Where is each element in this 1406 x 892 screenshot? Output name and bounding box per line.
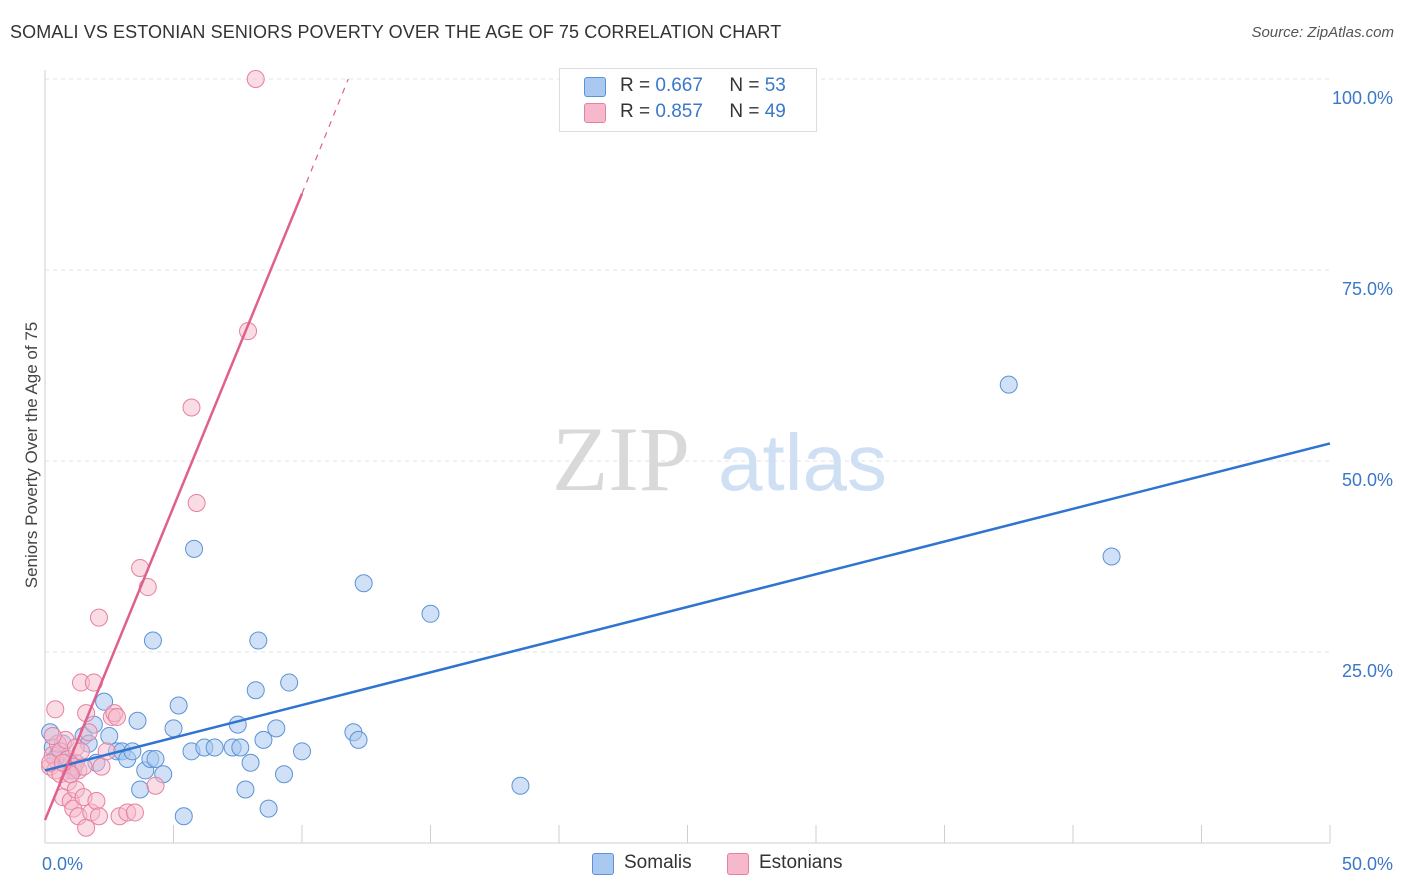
estonian-point <box>187 494 206 513</box>
somali-point <box>236 780 255 799</box>
legend-swatch-somalis <box>584 77 606 97</box>
y-tick-label: 50.0% <box>1342 470 1393 490</box>
somali-point <box>95 692 114 711</box>
grid-lines <box>45 78 1330 653</box>
legend-n-label: N = <box>729 101 760 122</box>
legend-somali-r: 0.667 <box>655 75 703 96</box>
source-label: Source: ZipAtlas.com <box>1251 24 1394 41</box>
somali-point <box>254 730 273 749</box>
bottom-legend-swatch-estonians <box>727 853 749 875</box>
x-tick-label: 50.0% <box>1342 854 1393 874</box>
estonian-point <box>125 803 144 822</box>
estonian-point <box>182 398 201 417</box>
somali-point <box>354 574 373 593</box>
legend-r-label: R = <box>620 75 651 96</box>
axes <box>44 70 1331 844</box>
somali-point <box>246 681 265 700</box>
somali-point <box>241 753 260 772</box>
somali-point <box>1102 547 1121 566</box>
somali-point <box>146 749 165 768</box>
somali-point <box>280 673 299 692</box>
somali-point <box>123 742 142 761</box>
watermark-zip: ZIP <box>552 408 690 510</box>
estonian-point <box>89 608 108 627</box>
somali-point <box>231 738 250 757</box>
legend-somali-n: 53 <box>764 75 786 96</box>
somali-point <box>421 604 440 623</box>
trend-lines <box>43 78 1331 821</box>
legend-swatch-estonians <box>584 103 606 123</box>
estonian-point <box>107 707 126 726</box>
legend-n-label: N = <box>729 75 760 96</box>
somali-point <box>174 807 193 826</box>
somali-point <box>249 631 268 650</box>
estonian-point <box>92 757 111 776</box>
somali-point <box>275 765 294 784</box>
estonian-trend-line <box>43 193 304 821</box>
estonian-point <box>87 791 106 810</box>
estonian-point <box>246 70 265 88</box>
watermark-atlas: atlas <box>718 418 887 507</box>
estonian-trend-extension <box>301 78 349 194</box>
somali-point <box>349 730 368 749</box>
chart-title: SOMALI VS ESTONIAN SENIORS POVERTY OVER … <box>10 22 782 42</box>
legend: R = 0.667 N = 53 R = 0.857 N = 49 <box>559 68 817 132</box>
y-tick-label: 25.0% <box>1342 661 1393 681</box>
somali-point <box>143 631 162 650</box>
bottom-legend-label-estonians: Estonians <box>759 852 843 873</box>
bottom-legend-swatch-somalis <box>592 853 614 875</box>
tick-labels: 25.0% 50.0% 75.0% 100.0% 0.0% 50.0% <box>42 88 1393 874</box>
watermark: ZIP atlas <box>552 408 887 510</box>
somali-point <box>205 738 224 757</box>
estonian-point <box>146 776 165 795</box>
bottom-legend-label-somalis: Somalis <box>624 852 692 873</box>
somali-point <box>267 719 286 738</box>
somali-point <box>999 375 1018 394</box>
somali-point <box>164 719 183 738</box>
y-tick-label: 100.0% <box>1332 88 1393 108</box>
estonian-point <box>46 700 65 719</box>
legend-estonian-r: 0.857 <box>655 101 703 122</box>
estonian-point <box>89 807 108 826</box>
y-tick-label: 75.0% <box>1342 279 1393 299</box>
x-tick-label: 0.0% <box>42 854 83 874</box>
somali-point <box>128 711 147 730</box>
legend-r-label: R = <box>620 101 651 122</box>
estonian-point <box>43 727 62 746</box>
somali-point <box>100 727 119 746</box>
somali-trend-line <box>44 442 1331 772</box>
legend-estonian-n: 49 <box>764 101 786 122</box>
somali-point <box>259 799 278 818</box>
somali-point <box>131 780 150 799</box>
somali-point <box>511 776 530 795</box>
somali-point <box>185 539 204 558</box>
somali-point <box>169 696 188 715</box>
somali-point <box>293 742 311 761</box>
